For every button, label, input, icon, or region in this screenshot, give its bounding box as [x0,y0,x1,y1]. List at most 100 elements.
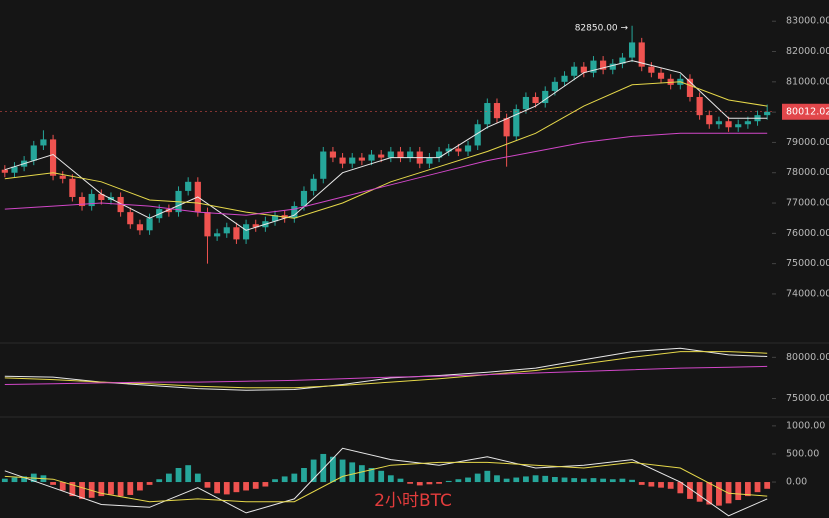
candle-body [503,118,510,137]
candle-body [329,151,337,158]
macd-bar [677,482,684,494]
candle-body [204,212,211,237]
macd-bar [532,475,539,483]
candle-body [59,175,66,179]
macd-bar [687,482,693,499]
candle-body [474,124,481,146]
macd-bar [88,482,95,498]
candle-body [744,121,751,125]
candle-body [349,157,356,164]
high-annotation: 82850.00 → [575,23,629,33]
macd-bar [1,478,8,483]
candle-body [300,190,308,207]
candle-body [571,66,578,76]
candle-body [493,103,501,119]
macd-bar [590,478,597,483]
candle-body [696,96,703,116]
macd-bar [146,482,153,485]
candle-body [88,193,95,207]
macd-bar [571,478,578,483]
candle-body [609,63,616,70]
candle-body [214,233,221,237]
macd-bar [426,482,433,485]
candle-body [715,121,723,125]
ma-line [4,351,768,389]
ma-line [4,347,768,391]
macd-bar [600,478,607,483]
macd-bar [204,482,211,488]
macd-bar [378,470,385,483]
macd-bar [137,482,143,491]
macd-bar [310,459,317,483]
macd-bar [156,479,163,483]
candle-body [310,178,317,191]
candle-body [551,81,558,91]
candle-body [136,224,144,231]
y-tick-label: 1000.00 [786,420,825,431]
candle-body [252,224,259,228]
macd-bar [484,470,491,483]
macd-bar [358,465,365,483]
macd-bar [513,477,520,483]
candle-body [600,60,607,70]
y-tick-label: 75000.00 [786,258,829,269]
macd-bar [542,475,549,483]
ma-line [4,461,768,503]
macd-bar [503,478,510,483]
candle-body [580,66,587,73]
macd-bar [387,475,394,483]
candle-body [445,148,452,152]
candle-body [686,78,694,97]
candle-body [69,178,76,197]
candle-body [320,151,327,179]
candle-body [464,145,472,152]
candle-body [735,124,742,128]
macd-bar [648,482,655,487]
candle-body [358,157,365,161]
macd-bar [551,476,558,483]
candle-body [1,169,8,173]
macd-bar [523,476,529,483]
macd-bar [194,473,201,483]
candle-body [146,218,153,231]
candle-body [725,121,732,128]
ma-line [4,81,768,219]
macd-bar [252,482,259,489]
macd-bar [629,479,635,483]
candle-body [339,157,346,164]
macd-bar [262,482,269,487]
candle-body [426,157,433,164]
macd-bar [494,475,500,483]
y-tick-label: 83000.00 [786,16,829,27]
macd-bar [696,482,703,502]
macd-bar [117,482,124,497]
last-price-tag [782,103,829,120]
macd-bar [397,478,404,483]
ma-line [4,365,768,385]
macd-bar [11,477,18,483]
macd-bar [455,479,462,483]
y-tick-label: 80000.00 [786,352,829,363]
macd-bar [416,482,423,486]
macd-bar [243,482,249,491]
macd-bar [330,456,336,483]
macd-bar [349,462,356,483]
macd-bar [474,473,481,483]
candle-body [223,227,230,234]
candle-body [78,196,86,207]
candle-body [513,109,520,137]
macd-bar [175,468,182,483]
candle-body [455,148,462,152]
y-tick-label: 0.00 [786,477,807,488]
y-tick-label: 500.00 [786,448,819,459]
macd-bar [658,482,664,488]
macd-bar [368,468,375,483]
macd-bar [725,482,732,504]
macd-bar [223,482,230,495]
candle-body [522,96,530,110]
macd-bar [619,478,626,483]
macd-bar [301,468,307,483]
candle-body [657,72,665,79]
